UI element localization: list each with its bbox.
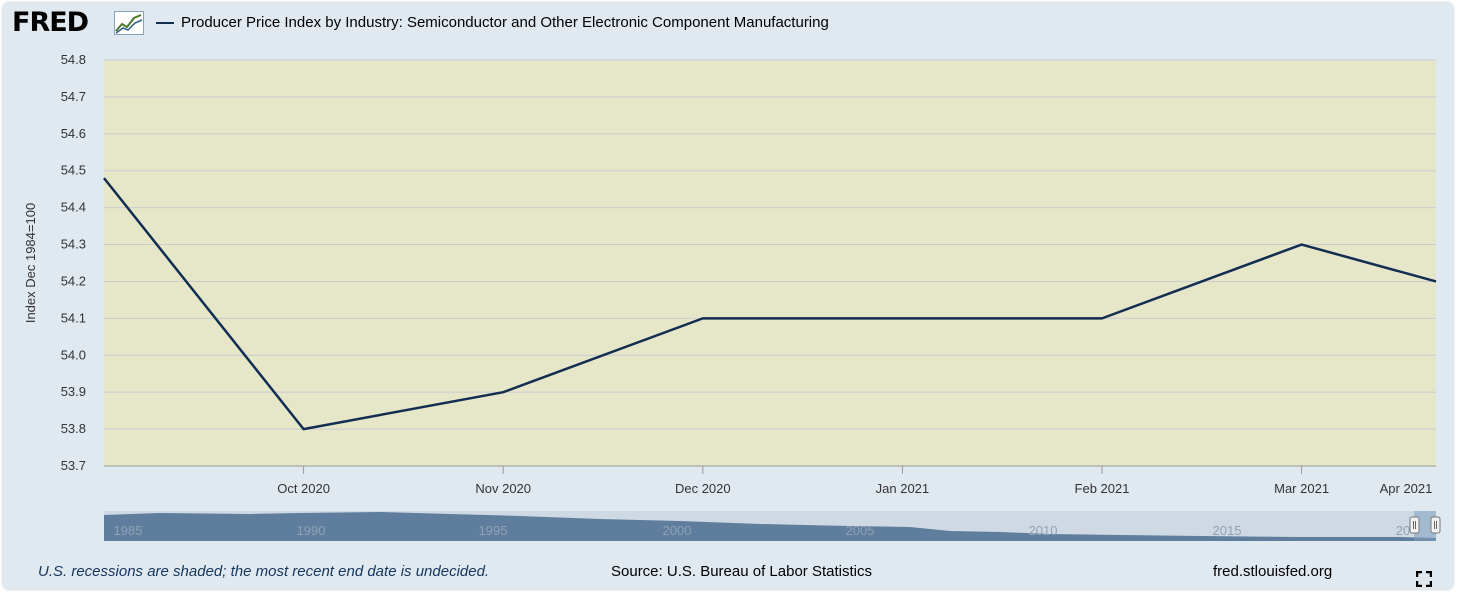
navigator-series [104,512,1436,541]
navigator-handle-left[interactable] [1409,516,1420,534]
y-tick-label: 54.0 [61,347,86,362]
plot-background [104,60,1436,466]
navigator-year-label: 1995 [479,523,508,538]
x-tick-label: Apr 2021 [1380,481,1433,496]
navigator-year-label: 1990 [297,523,326,538]
fred-logo[interactable]: FRED [12,7,89,38]
navigator[interactable]: 1985 1990 1995 2000 2005 2010 2015 20 [104,511,1441,541]
legend-label[interactable]: Producer Price Index by Industry: Semico… [181,14,829,31]
y-tick-label: 53.9 [61,384,86,399]
source-text: Source: U.S. Bureau of Labor Statistics [611,563,872,580]
y-tick-label: 54.3 [61,237,86,252]
navigator-year-label: 20 [1396,523,1410,538]
fullscreen-icon[interactable] [1416,571,1432,587]
y-axis-ticks: 54.8 54.7 54.6 54.5 54.4 54.3 54.2 54.1 54.0 53.9… [61,52,86,473]
trend-graph-icon [114,11,144,35]
navigator-year-label: 2010 [1029,523,1058,538]
navigator-year-label: 1985 [114,523,143,538]
y-tick-label: 54.7 [61,89,86,104]
x-tick-label: Feb 2021 [1075,481,1130,496]
y-tick-label: 54.6 [61,126,86,141]
navigator-year-label: 2000 [663,523,692,538]
y-axis-label: Index Dec 1984=100 [23,203,38,323]
x-axis-ticks: Oct 2020 Nov 2020 Dec 2020 Jan 2021 Feb 2021… [104,465,1436,496]
navigator-labels: 1985 1990 1995 2000 2005 2010 2015 20 [114,523,1411,538]
x-tick-label: Jan 2021 [876,481,930,496]
navigator-handle-right[interactable] [1430,516,1441,534]
x-tick-label: Dec 2020 [675,481,731,496]
x-tick-label: Mar 2021 [1274,481,1329,496]
y-tick-label: 54.4 [61,200,86,215]
y-tick-label: 54.8 [61,52,86,67]
y-tick-label: 54.2 [61,273,86,288]
x-tick-label: Oct 2020 [277,481,330,496]
legend-swatch [156,22,174,24]
series-layer [103,177,1437,431]
navigator-year-label: 2015 [1213,523,1242,538]
series-line[interactable] [103,177,1437,431]
y-tick-label: 54.5 [61,163,86,178]
fred-url-link[interactable]: fred.stlouisfed.org [1213,563,1333,580]
recession-note: U.S. recessions are shaded; the most rec… [38,563,490,580]
y-tick-label: 53.7 [61,458,86,473]
y-tick-label: 54.1 [61,310,86,325]
navigator-year-label: 2005 [846,523,875,538]
y-tick-label: 53.8 [61,421,86,436]
x-tick-label: Nov 2020 [475,481,531,496]
navigator-selection[interactable] [1414,511,1436,541]
